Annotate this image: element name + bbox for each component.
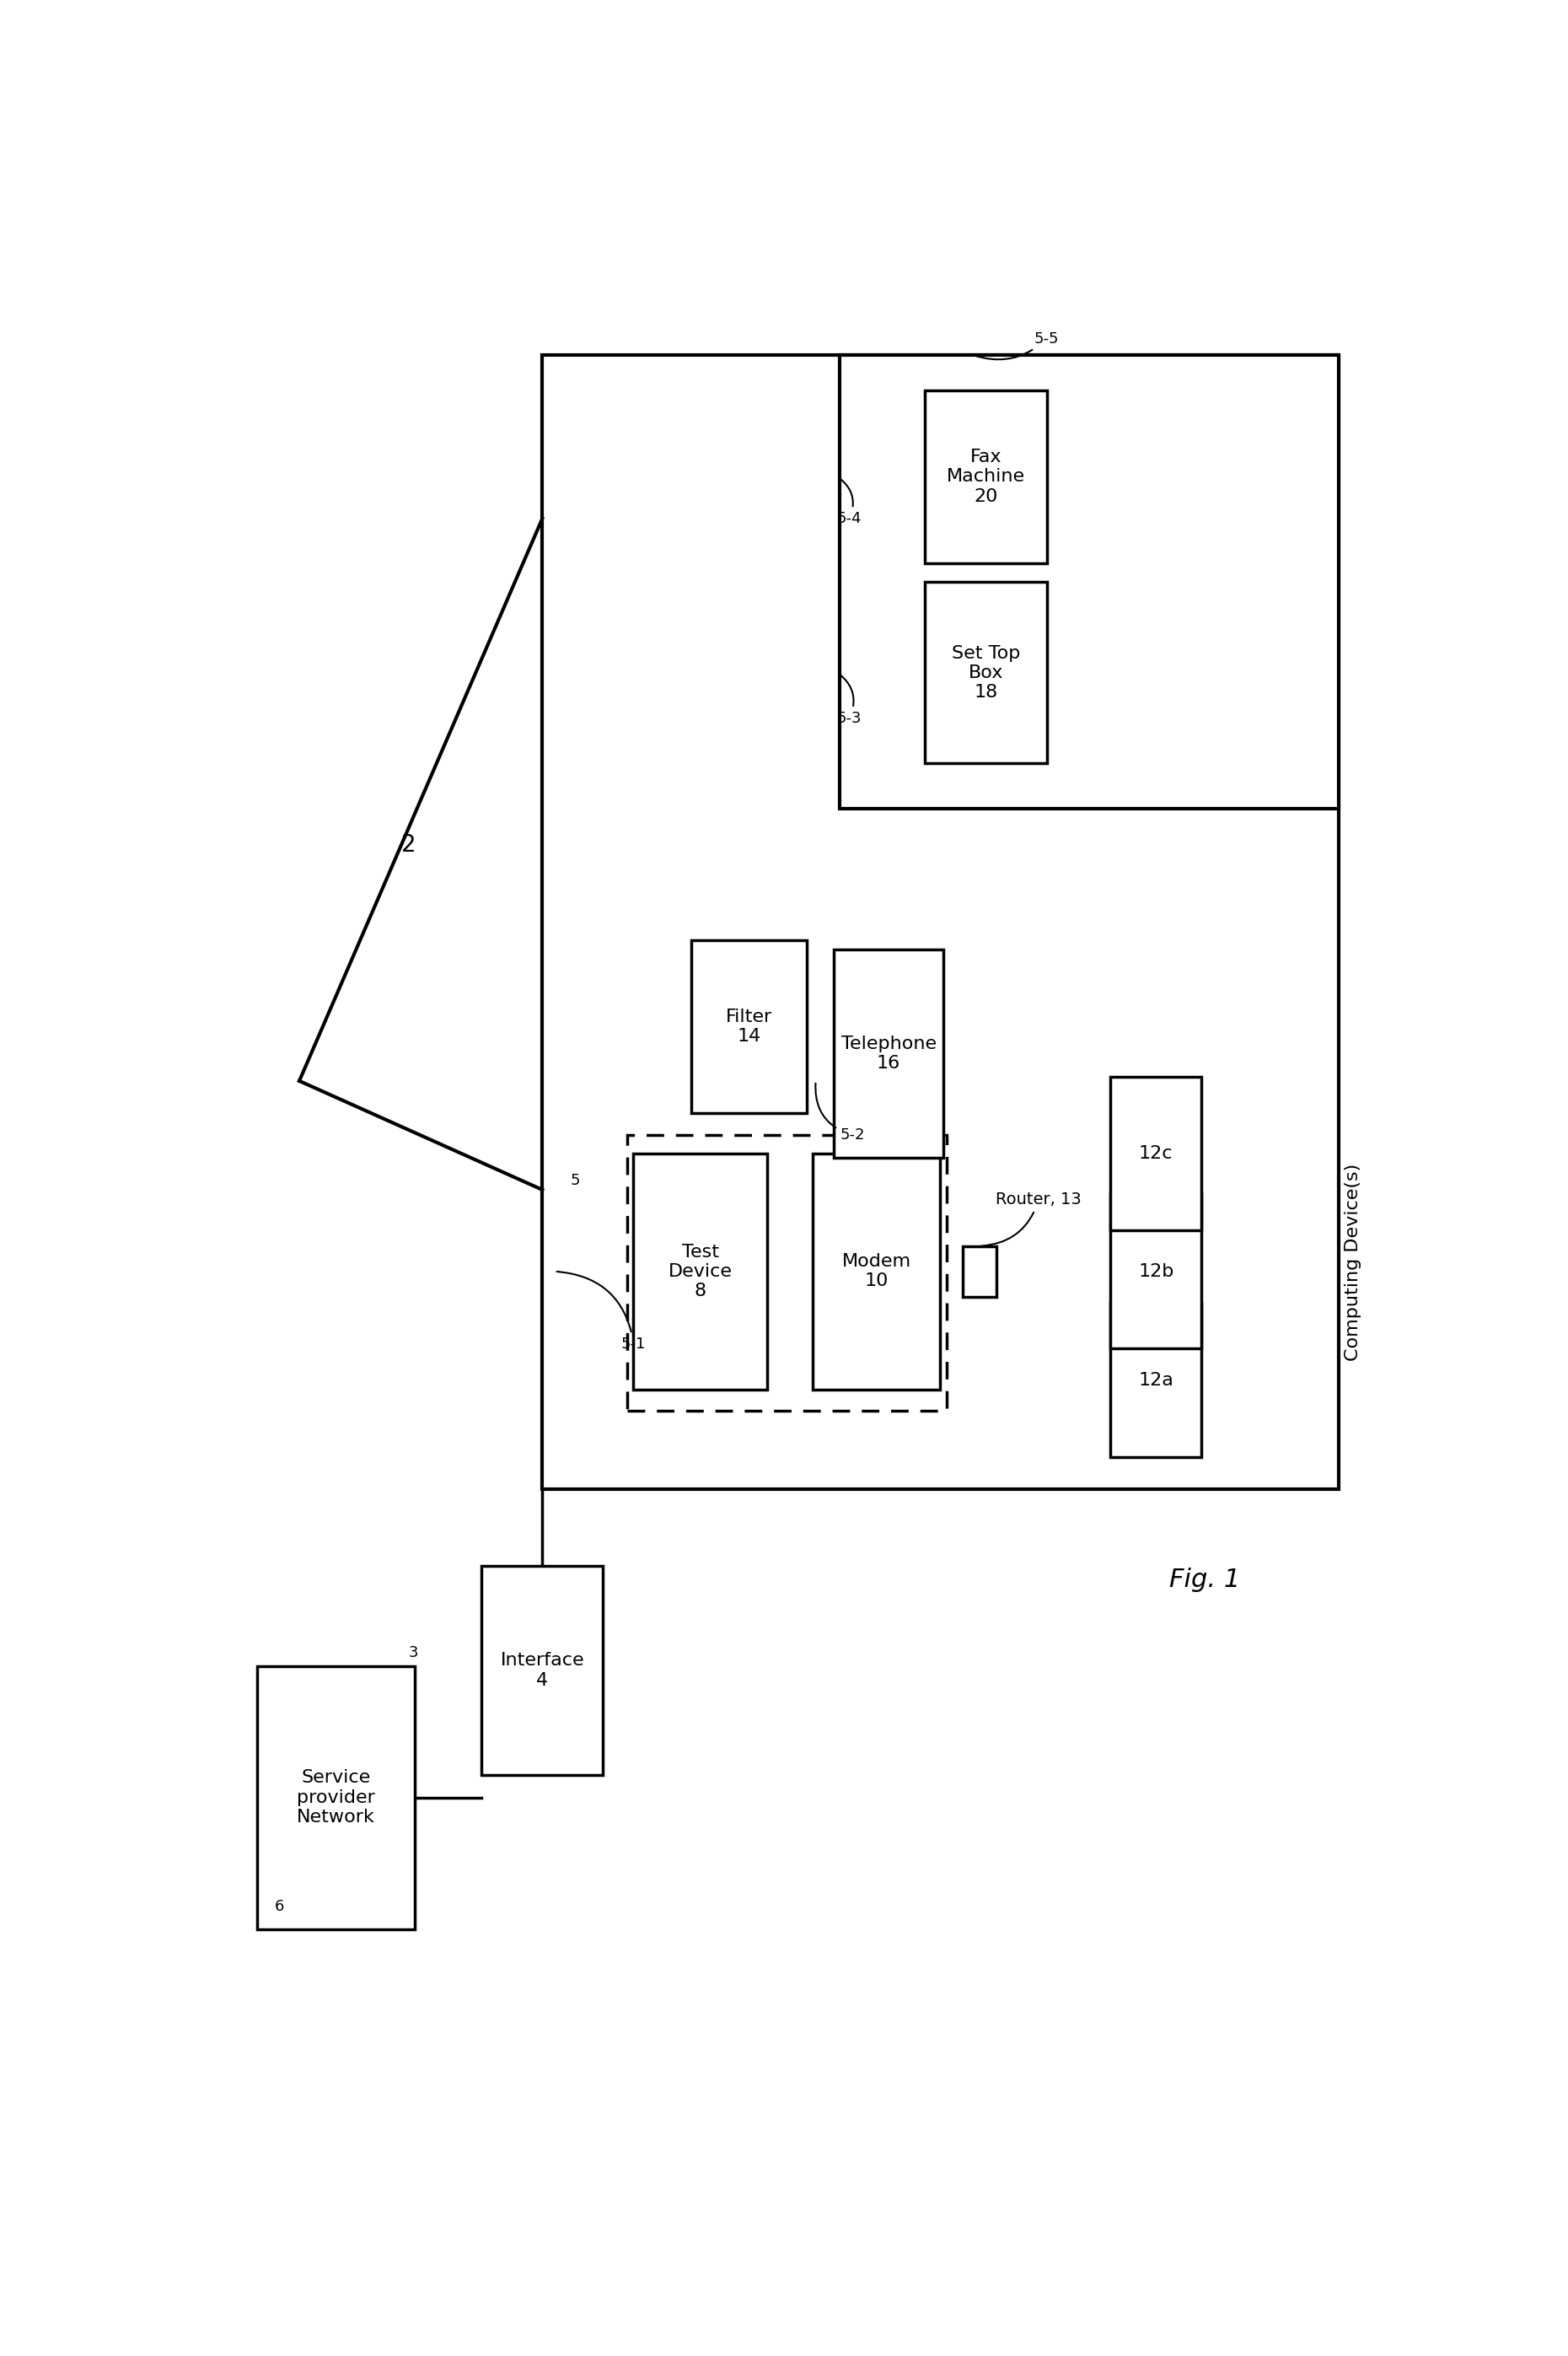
Bar (627, 1136, 947, 1411)
Bar (1110, 1303, 1201, 1458)
Bar (691, 940, 806, 1112)
Text: Telephone
16: Telephone 16 (840, 1037, 936, 1072)
Bar (1110, 1077, 1201, 1230)
Text: Set Top
Box
18: Set Top Box 18 (952, 646, 1021, 700)
Text: Test
Device
8: Test Device 8 (668, 1244, 732, 1301)
Text: 6: 6 (274, 1899, 284, 1913)
Bar (812, 1154, 941, 1390)
Text: Filter
14: Filter 14 (726, 1008, 771, 1044)
Text: Fax
Machine
20: Fax Machine 20 (947, 450, 1025, 504)
Bar (481, 1567, 604, 1774)
Text: Fig. 1: Fig. 1 (1170, 1567, 1240, 1593)
Text: 5: 5 (571, 1173, 580, 1187)
Bar (925, 582, 1047, 763)
Text: Computing Device(s): Computing Device(s) (1344, 1164, 1361, 1362)
Text: Modem
10: Modem 10 (842, 1253, 911, 1289)
Text: 12b: 12b (1138, 1263, 1174, 1279)
Bar (543, 356, 1338, 1489)
Text: 12a: 12a (1138, 1371, 1174, 1388)
Text: 5-1: 5-1 (557, 1272, 646, 1352)
Bar (1110, 1194, 1201, 1348)
Bar (633, 1154, 767, 1390)
Text: 12c: 12c (1138, 1145, 1173, 1162)
Bar (834, 949, 944, 1159)
Text: Interface
4: Interface 4 (500, 1652, 585, 1689)
Bar (840, 356, 1338, 808)
Text: 5-2: 5-2 (815, 1084, 866, 1143)
Text: 5-3: 5-3 (837, 674, 862, 726)
Bar (257, 1666, 414, 1930)
Text: 2: 2 (401, 834, 416, 858)
Bar (963, 1246, 997, 1296)
Text: 3: 3 (409, 1644, 419, 1661)
Text: 5-5: 5-5 (975, 332, 1058, 360)
Text: 5-4: 5-4 (837, 478, 862, 525)
Text: Router, 13: Router, 13 (982, 1192, 1082, 1246)
Text: Service
provider
Network: Service provider Network (296, 1769, 375, 1826)
Bar (925, 391, 1047, 563)
